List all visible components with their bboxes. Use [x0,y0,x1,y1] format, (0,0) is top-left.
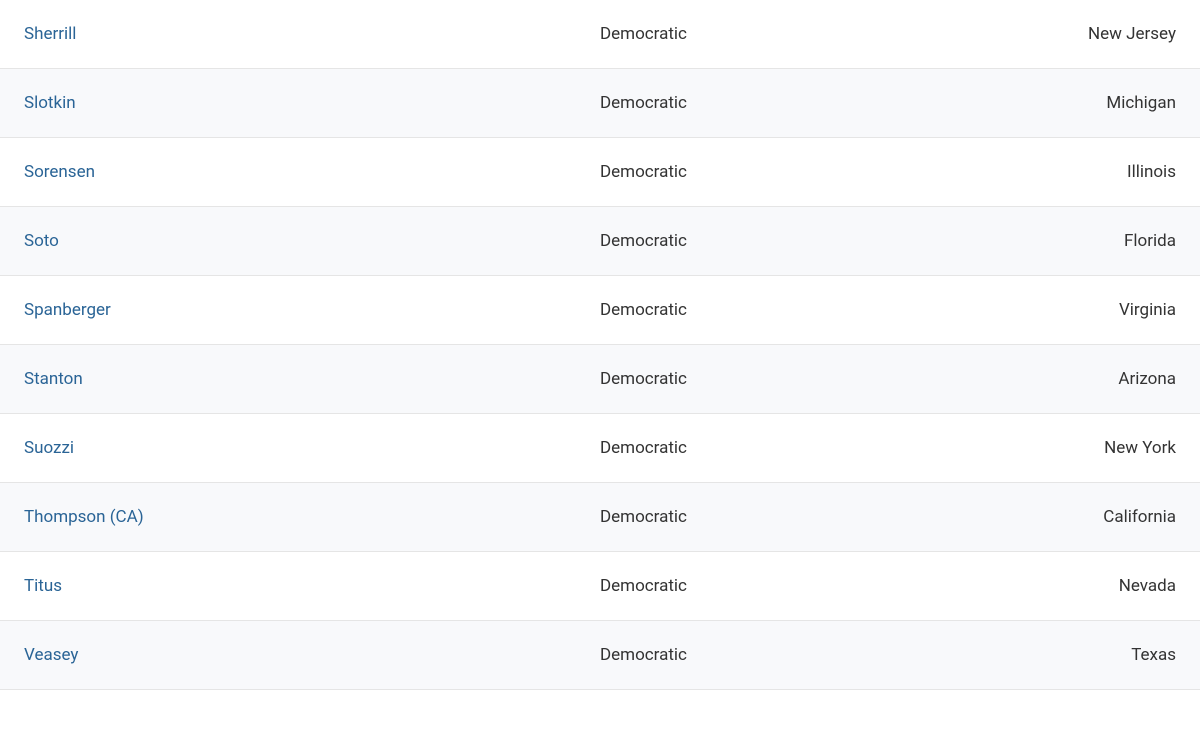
members-table: Sherrill Democratic New Jersey Slotkin D… [0,0,1200,690]
member-state: California [946,507,1176,527]
member-party: Democratic [600,231,946,251]
member-name-link[interactable]: Titus [24,576,600,596]
member-party: Democratic [600,369,946,389]
member-name-link[interactable]: Veasey [24,645,600,665]
member-name-link[interactable]: Sorensen [24,162,600,182]
member-name-link[interactable]: Soto [24,231,600,251]
table-row: Soto Democratic Florida [0,207,1200,276]
table-row: Titus Democratic Nevada [0,552,1200,621]
member-state: Nevada [946,576,1176,596]
table-row: Slotkin Democratic Michigan [0,69,1200,138]
table-row: Sherrill Democratic New Jersey [0,0,1200,69]
member-name-link[interactable]: Sherrill [24,24,600,44]
member-state: Arizona [946,369,1176,389]
table-row: Sorensen Democratic Illinois [0,138,1200,207]
member-name-link[interactable]: Spanberger [24,300,600,320]
table-row: Stanton Democratic Arizona [0,345,1200,414]
member-state: Florida [946,231,1176,251]
member-party: Democratic [600,576,946,596]
member-state: New Jersey [946,24,1176,44]
member-name-link[interactable]: Thompson (CA) [24,507,600,527]
table-row: Spanberger Democratic Virginia [0,276,1200,345]
member-party: Democratic [600,645,946,665]
member-state: New York [946,438,1176,458]
member-party: Democratic [600,300,946,320]
member-state: Michigan [946,93,1176,113]
member-party: Democratic [600,24,946,44]
member-state: Illinois [946,162,1176,182]
member-name-link[interactable]: Suozzi [24,438,600,458]
table-row: Veasey Democratic Texas [0,621,1200,690]
member-party: Democratic [600,438,946,458]
member-name-link[interactable]: Slotkin [24,93,600,113]
table-row: Thompson (CA) Democratic California [0,483,1200,552]
table-row: Suozzi Democratic New York [0,414,1200,483]
member-party: Democratic [600,507,946,527]
member-state: Texas [946,645,1176,665]
member-state: Virginia [946,300,1176,320]
member-party: Democratic [600,93,946,113]
member-party: Democratic [600,162,946,182]
member-name-link[interactable]: Stanton [24,369,600,389]
